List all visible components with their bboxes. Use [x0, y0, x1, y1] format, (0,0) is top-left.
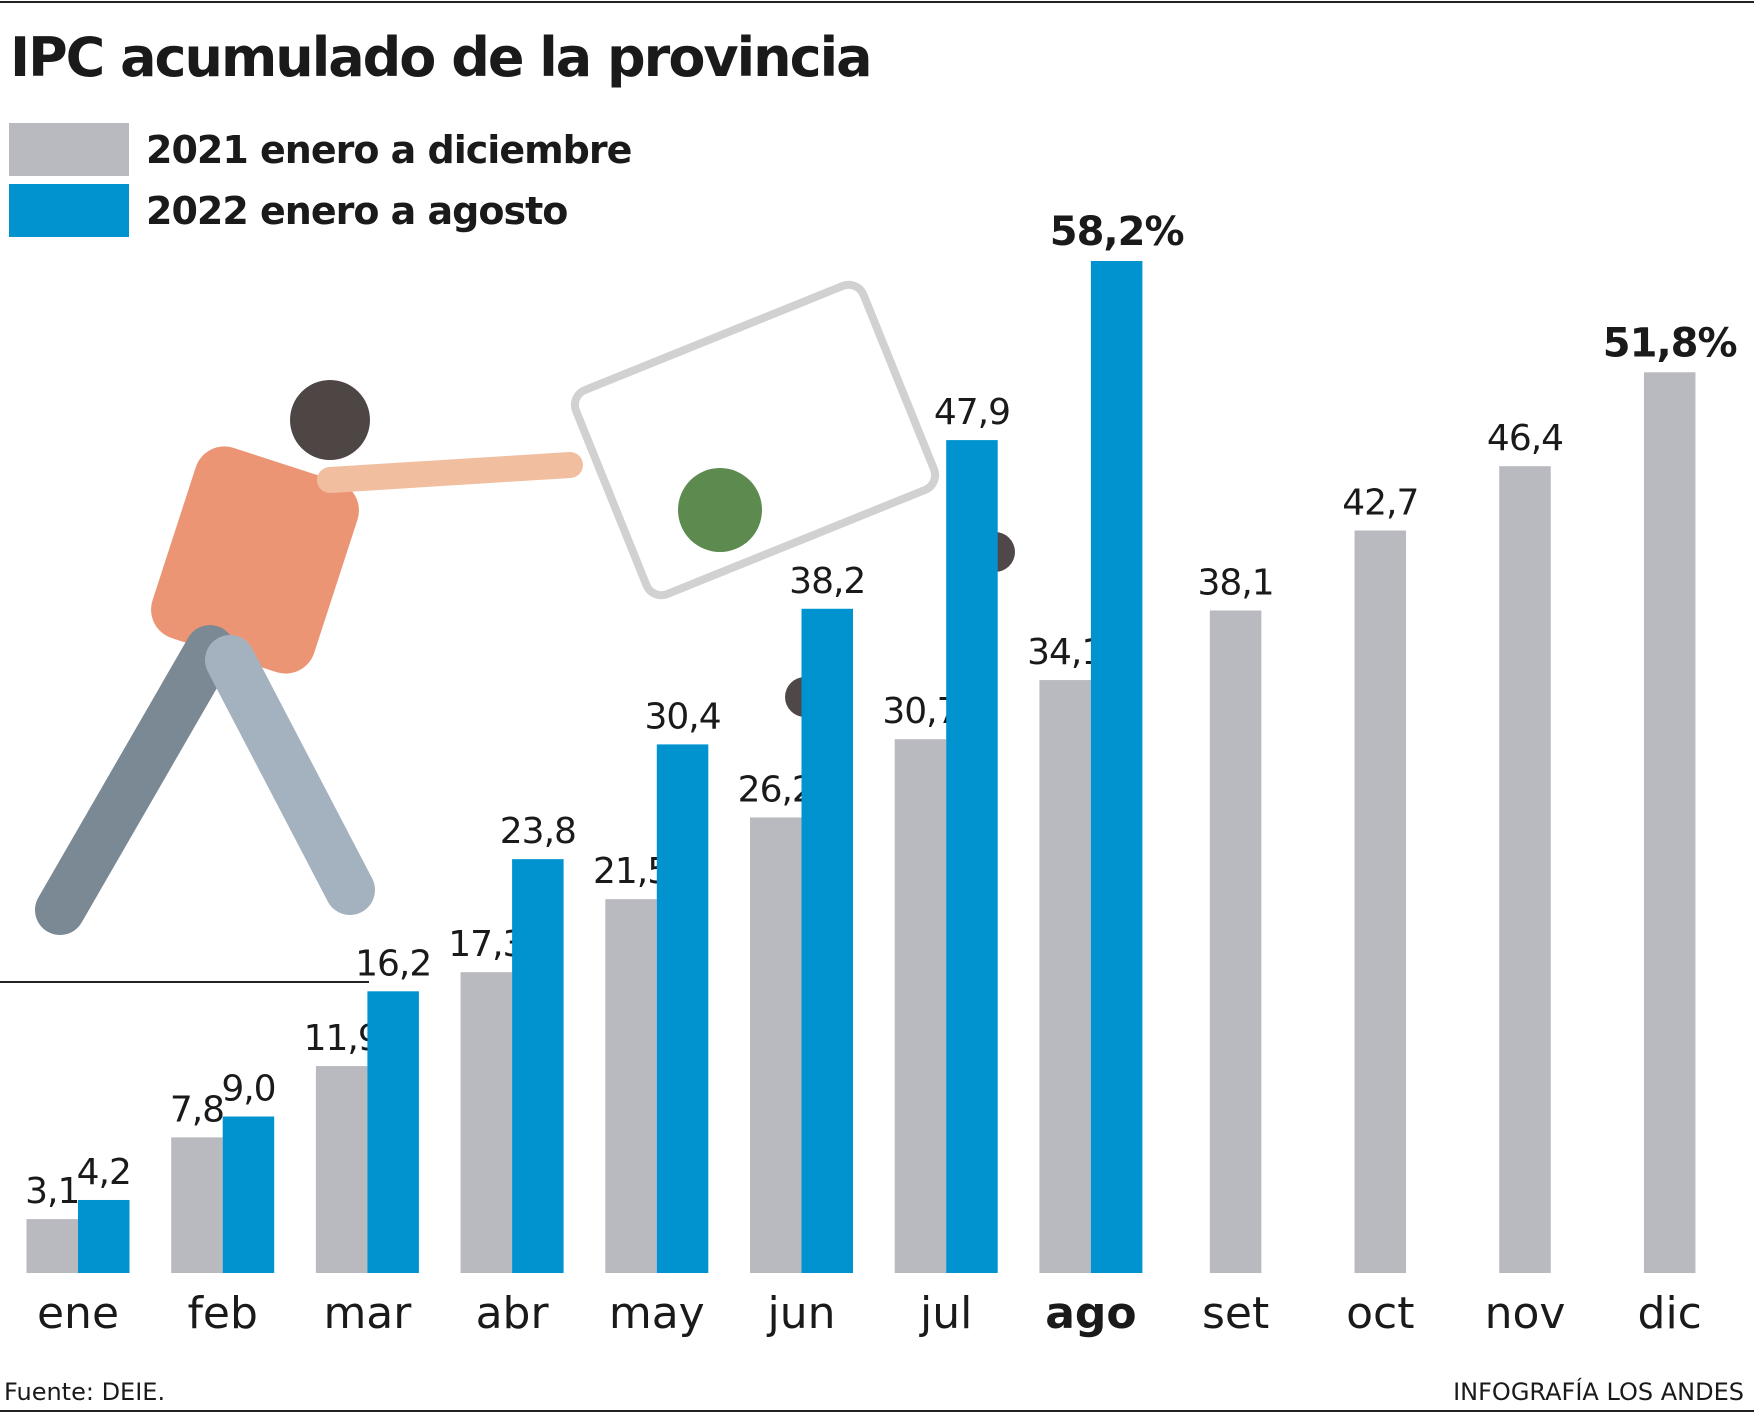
value-label: 47,9 — [934, 392, 1010, 433]
bar — [460, 972, 513, 1273]
value-label: 23,8 — [500, 811, 576, 852]
x-tick-label: jul — [919, 1288, 972, 1339]
x-tick-label: jun — [767, 1288, 836, 1339]
x-tick-label: ene — [37, 1288, 119, 1339]
value-label: 16,2 — [355, 943, 431, 984]
bar — [78, 1199, 130, 1273]
x-tick-label: nov — [1485, 1288, 1566, 1339]
value-label: 3,1 — [25, 1171, 79, 1212]
bar — [367, 991, 419, 1273]
x-tick-label: abr — [476, 1288, 550, 1339]
source: Fuente: DEIE. — [4, 1378, 165, 1406]
bar — [1499, 466, 1551, 1273]
value-label: 51,8% — [1603, 320, 1737, 366]
x-tick-label: dic — [1638, 1288, 1702, 1339]
x-tick-label: may — [609, 1288, 705, 1339]
chart-title: IPC acumulado de la provincia — [10, 26, 871, 89]
legend-label: 2021 enero a diciembre — [146, 128, 631, 172]
x-tick-label: ago — [1045, 1288, 1136, 1339]
bar — [1090, 261, 1143, 1273]
bar — [512, 859, 564, 1273]
bar — [1643, 372, 1696, 1273]
bar — [1354, 530, 1407, 1273]
bar — [171, 1137, 223, 1273]
bar — [1039, 680, 1091, 1273]
bar — [605, 899, 657, 1273]
bar — [894, 739, 947, 1273]
credit: INFOGRAFÍA LOS ANDES — [1453, 1377, 1744, 1406]
value-label: 42,7 — [1342, 483, 1418, 524]
legend-label: 2022 enero a agosto — [146, 189, 567, 233]
value-label: 30,4 — [644, 696, 720, 737]
bar — [315, 1066, 368, 1273]
x-tick-label: oct — [1346, 1288, 1414, 1339]
x-tick-label: feb — [187, 1288, 258, 1339]
value-label: 38,2 — [789, 561, 865, 602]
value-label: 58,2% — [1050, 209, 1184, 255]
bar — [656, 744, 709, 1273]
bar — [946, 440, 998, 1273]
value-label: 46,4 — [1487, 418, 1563, 459]
legend-swatch — [9, 184, 129, 237]
bar — [750, 817, 802, 1273]
x-tick-label: mar — [323, 1288, 412, 1339]
bar — [222, 1116, 275, 1273]
value-label: 9,0 — [221, 1069, 275, 1110]
bar — [801, 608, 853, 1273]
bar — [26, 1219, 78, 1273]
value-label: 38,1 — [1198, 563, 1274, 604]
value-label: 7,8 — [170, 1089, 224, 1130]
value-label: 4,2 — [77, 1152, 131, 1193]
bar — [1209, 610, 1262, 1273]
legend-swatch — [9, 123, 129, 176]
x-tick-label: set — [1202, 1288, 1269, 1339]
